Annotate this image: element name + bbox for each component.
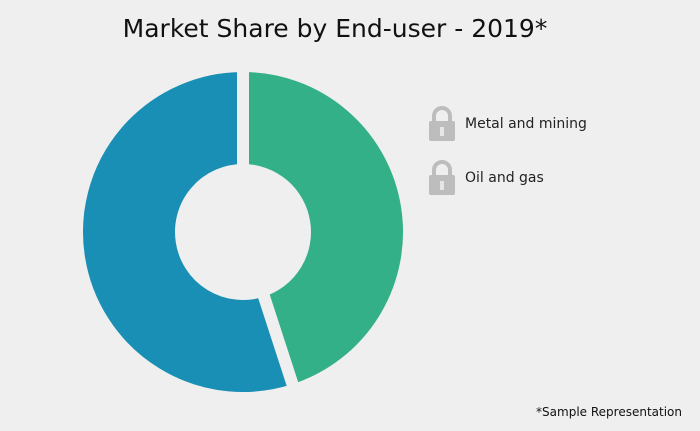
lock-icon — [429, 160, 455, 195]
chart-title: Market Share by End-user - 2019* — [122, 14, 548, 43]
legend-label: Oil and gas — [465, 170, 544, 186]
legend-item[interactable]: Oil and gas — [428, 156, 587, 200]
lock-icon — [429, 106, 455, 141]
donut-slice-1 — [71, 59, 302, 404]
footnote: *Sample Representation — [536, 405, 682, 419]
donut-slice-0 — [237, 59, 415, 398]
legend: Metal and mining Oil and gas — [428, 102, 587, 210]
legend-label: Metal and mining — [465, 116, 587, 132]
legend-item[interactable]: Metal and mining — [428, 102, 587, 146]
